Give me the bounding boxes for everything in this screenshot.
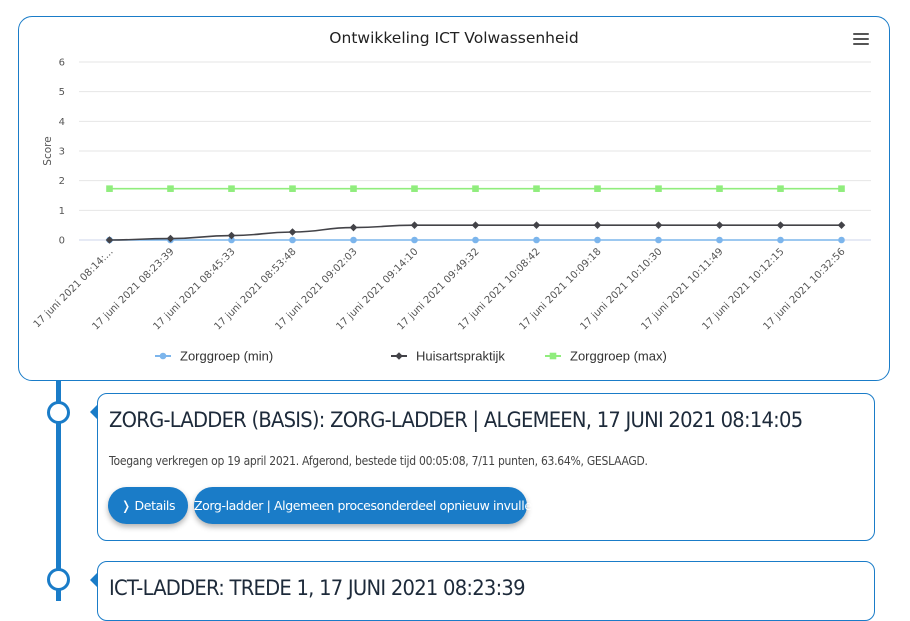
y-axis-label: Score: [42, 136, 54, 165]
data-point: [472, 185, 479, 192]
details-button[interactable]: ❭ Details: [108, 487, 188, 524]
timeline-node: [47, 401, 70, 424]
data-point: [532, 221, 541, 229]
y-tick-label: 3: [59, 147, 65, 158]
chart-title: Ontwikkeling ICT Volwassenheid: [329, 29, 578, 47]
data-point: [350, 185, 357, 192]
menu-icon[interactable]: [853, 33, 869, 46]
timeline-card: ZORG-LADDER (BASIS): ZORG-LADDER | ALGEM…: [90, 393, 875, 541]
entry-title: ZORG-LADDER (BASIS): ZORG-LADDER | ALGEM…: [109, 408, 803, 432]
data-point: [105, 236, 114, 244]
data-point: [837, 221, 846, 229]
legend-marker: [159, 352, 167, 360]
redo-button[interactable]: Zorg-ladder | Algemeen procesonderdeel o…: [194, 487, 540, 524]
data-point: [533, 185, 540, 192]
data-point: [777, 185, 784, 192]
data-point: [228, 185, 235, 192]
y-tick-label: 5: [59, 87, 65, 98]
data-point: [289, 236, 296, 244]
y-tick-label: 6: [59, 58, 65, 69]
data-point: [654, 221, 663, 229]
data-point: [716, 236, 723, 244]
data-point: [167, 185, 174, 192]
card-pointer: [90, 572, 98, 588]
data-point: [655, 236, 662, 244]
data-point: [838, 236, 845, 244]
data-point: [533, 236, 540, 244]
entry-description: Toegang verkregen op 19 april 2021. Afge…: [109, 454, 648, 468]
chart-card: Ontwikkeling ICT Volwassenheid 0 1 2 3 4 5 6 Sco…: [18, 16, 890, 381]
data-point: [777, 236, 784, 244]
line-chart: Ontwikkeling ICT Volwassenheid 0 1 2 3 4 5 6 Sco…: [32, 29, 871, 364]
legend-label: Huisartspraktijk: [416, 349, 505, 364]
data-point: [289, 185, 296, 192]
data-point: [411, 236, 418, 244]
data-point: [655, 185, 662, 192]
data-point: [471, 221, 480, 229]
data-point: [593, 221, 602, 229]
y-tick-label: 1: [59, 206, 65, 217]
data-point: [410, 221, 419, 229]
data-point: [594, 236, 601, 244]
data-point: [350, 236, 357, 244]
card-pointer: [90, 404, 98, 420]
y-tick-label: 2: [59, 176, 65, 187]
legend-marker: [395, 352, 403, 360]
data-point: [776, 221, 785, 229]
data-point: [228, 236, 235, 244]
entry-title: ICT-LADDER: TREDE 1, 17 JUNI 2021 08:23:…: [109, 576, 526, 600]
data-point: [472, 236, 479, 244]
data-point: [106, 185, 113, 192]
data-point: [716, 185, 723, 192]
data-point: [715, 221, 724, 229]
data-point: [288, 228, 297, 236]
data-point: [594, 185, 601, 192]
data-point: [166, 234, 175, 243]
data-point: [227, 231, 236, 240]
timeline-card: ICT-LADDER: TREDE 1, 17 JUNI 2021 08:23:…: [90, 561, 875, 621]
data-point: [349, 223, 358, 232]
legend-label: Zorggroep (min): [180, 349, 273, 364]
legend-marker: [549, 352, 557, 360]
y-tick-label: 0: [59, 236, 65, 247]
data-point: [411, 185, 418, 192]
timeline-line: [56, 381, 61, 601]
y-tick-label: 4: [59, 117, 65, 128]
legend-label: Zorggroep (max): [570, 349, 667, 364]
data-point: [838, 185, 845, 192]
